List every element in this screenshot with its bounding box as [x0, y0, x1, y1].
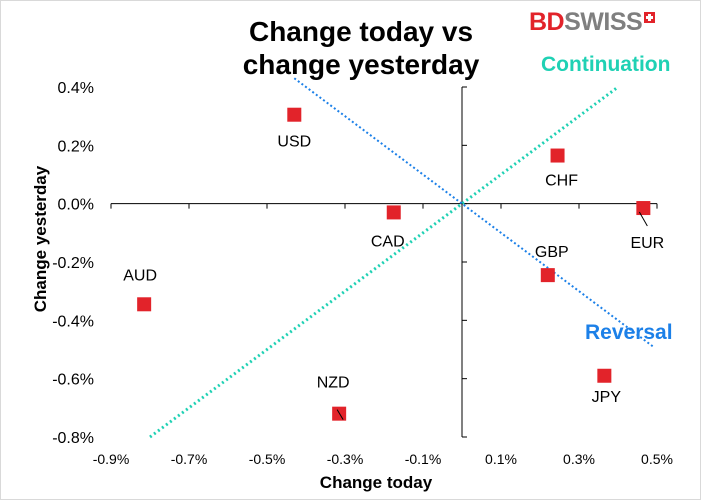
x-tick-label: -0.9%	[93, 451, 130, 467]
swiss-cross-icon	[644, 11, 656, 23]
data-label-cad: CAD	[371, 233, 405, 250]
data-label-chf: CHF	[545, 173, 578, 190]
x-tick-label: 0.1%	[485, 451, 517, 467]
data-point-cad	[386, 205, 401, 220]
y-tick-label: -0.6%	[52, 372, 94, 389]
brand-logo-part2: SWISS	[564, 7, 643, 36]
x-tick-label: -0.3%	[327, 451, 364, 467]
data-label-nzd: NZD	[317, 375, 350, 392]
x-tick-label: -0.1%	[405, 451, 442, 467]
y-tick-label: -0.2%	[52, 255, 94, 272]
x-tick-label: 0.3%	[563, 451, 595, 467]
y-tick-label: -0.4%	[52, 313, 94, 330]
x-tick-label: 0.5%	[641, 451, 673, 467]
leader-line	[638, 211, 648, 227]
continuation-line	[149, 85, 619, 439]
annotation-reversal: Reversal	[585, 321, 673, 344]
data-label-usd: USD	[277, 134, 311, 151]
x-axis-label: Change today	[319, 473, 433, 492]
brand-logo-part1: BD	[529, 7, 565, 36]
data-point-eur	[636, 201, 651, 216]
data-point-jpy	[597, 368, 612, 383]
reversal-line	[293, 77, 654, 348]
annotation-continuation: Continuation	[541, 53, 671, 76]
data-point-chf	[550, 148, 565, 163]
y-tick-label: -0.8%	[52, 430, 94, 447]
data-label-gbp: GBP	[535, 244, 569, 261]
y-tick-label: 0.4%	[58, 80, 94, 97]
y-tick-label: 0.2%	[58, 138, 94, 155]
data-label-eur: EUR	[630, 235, 664, 252]
data-point-usd	[287, 107, 302, 122]
x-tick-label: -0.7%	[171, 451, 208, 467]
brand-logo: BD SWISS	[529, 7, 656, 36]
chart-title: Change today vs change yesterday	[242, 16, 480, 80]
data-point-aud	[137, 297, 152, 312]
leader-line	[336, 409, 344, 420]
data-label-jpy: JPY	[592, 389, 622, 406]
x-tick-label: -0.5%	[249, 451, 286, 467]
y-tick-label: 0.0%	[58, 197, 94, 214]
data-label-aud: AUD	[123, 267, 157, 284]
data-point-gbp	[540, 268, 555, 283]
y-axis-label: Change yesterday	[31, 165, 50, 313]
